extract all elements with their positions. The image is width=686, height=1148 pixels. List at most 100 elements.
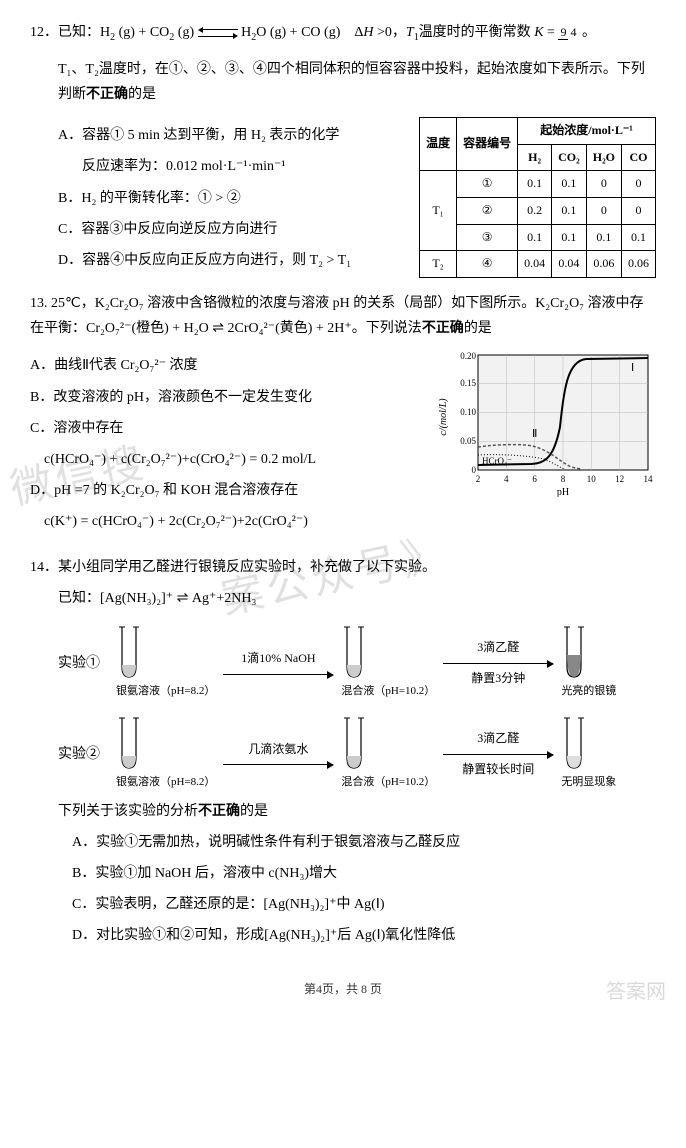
q13-optC: C．溶液中存在	[30, 416, 426, 441]
q12-header: 12．已知：H2 (g) + CO2 (g) H2O (g) + CO (g) …	[30, 20, 656, 47]
q14: 14．某小组同学用乙醛进行银镜反应实验时，补充做了以下实验。 已知：[Ag(NH…	[30, 555, 656, 949]
t: >0，	[373, 25, 405, 40]
q13-optD: D．pH =7 的 K₂Cr₂O₇ 和 KOH 混合溶液存在	[30, 478, 426, 503]
svg-text:0.05: 0.05	[460, 436, 476, 446]
td: 0.1	[622, 224, 656, 251]
t: 静置较长时间	[443, 759, 553, 781]
exp2-label: 实验②	[58, 742, 100, 767]
q12-table: 温度 容器编号 起始浓度/mol·L⁻¹ H₂ CO₂ H₂O CO T₁ ① …	[419, 117, 656, 278]
arrow-1: 1滴10% NaOH	[223, 648, 333, 679]
td: 0.06	[622, 251, 656, 278]
exp2-row: 实验② 银氨溶液（pH=8.2） 几滴浓氨水 混合液（pH=10.2） 3滴乙醛…	[58, 716, 656, 793]
td: ③	[457, 224, 518, 251]
tube-label: 无明显现象	[561, 773, 616, 793]
q12-optC: C．容器③中反应向逆反应方向进行	[58, 217, 409, 242]
svg-text:4: 4	[504, 474, 509, 484]
den: 4	[568, 25, 578, 39]
th-temp: 温度	[420, 118, 457, 171]
t: 已知：H	[58, 25, 110, 40]
td: 0.04	[552, 251, 587, 278]
q14-optB: B．实验①加 NaOH 后，溶液中 c(NH₃)增大	[72, 861, 656, 886]
tube-label: 银氨溶液（pH=8.2）	[116, 682, 215, 702]
th: CO	[622, 144, 656, 171]
arrow-2: 3滴乙醛 静置3分钟	[443, 637, 553, 689]
q14-optD: D．对比实验①和②可知，形成[Ag(NH₃)₂]⁺后 Ag(Ⅰ)氧化性降低	[72, 923, 656, 948]
arrow-3: 几滴浓氨水	[223, 739, 333, 770]
label-I: Ⅰ	[631, 362, 634, 374]
q12-text: T₁、T₂温度时，在①、②、③、④四个相同体积的恒容容器中投料，起始浓度如下表所…	[58, 57, 656, 107]
th: CO₂	[552, 144, 587, 171]
td: 0.06	[586, 251, 621, 278]
td: ②	[457, 197, 518, 224]
td: T₁	[420, 171, 457, 251]
svg-text:8: 8	[561, 474, 566, 484]
td: ①	[457, 171, 518, 198]
page-footer: 第4页，共 8 页	[30, 979, 656, 1001]
t: 的是	[128, 87, 156, 102]
t: 的是	[464, 321, 492, 336]
q13-chart: Ⅰ Ⅱ HCrO₄⁻ 00.050.100.150.20 2468101214 …	[436, 347, 656, 497]
tube-label: 银氨溶液（pH=8.2）	[116, 773, 215, 793]
t: 静置3分钟	[443, 668, 553, 690]
t: 3滴乙醛	[443, 637, 553, 659]
svg-text:14: 14	[644, 474, 654, 484]
tube-3b: 无明显现象	[561, 716, 616, 793]
td: 0.1	[552, 171, 587, 198]
tube-label: 混合液（pH=10.2）	[341, 773, 435, 793]
exp1-row: 实验① 银氨溶液（pH=8.2） 1滴10% NaOH 混合液（pH=10.2）…	[58, 625, 656, 702]
t: (g) + CO	[115, 25, 169, 40]
td: T₂	[420, 251, 457, 278]
q13-optB: B．改变溶液的 pH，溶液颜色不一定发生变化	[30, 385, 426, 410]
th-conc: 起始浓度/mol·L⁻¹	[518, 118, 656, 145]
th: H₂	[518, 144, 552, 171]
t: 不正确	[86, 87, 128, 102]
svg-text:12: 12	[615, 474, 624, 484]
tube-label: 光亮的银镜	[561, 682, 616, 702]
q14-optC: C．实验表明，乙醛还原的是：[Ag(NH₃)₂]⁺中 Ag(Ⅰ)	[72, 892, 656, 917]
tube-3: 光亮的银镜	[561, 625, 616, 702]
tube-1b: 银氨溶液（pH=8.2）	[116, 716, 215, 793]
q13-header: 13. 25℃，K₂Cr₂O₇ 溶液中含铬微粒的浓度与溶液 pH 的关系（局部）…	[30, 291, 656, 341]
arrow-4: 3滴乙醛 静置较长时间	[443, 728, 553, 780]
q14-known: 已知：[Ag(NH₃)₂]⁺ ⇌ Ag⁺+2NH₃	[58, 586, 656, 611]
q13-optA: A．曲线Ⅱ代表 Cr₂O₇²⁻ 浓度	[30, 353, 426, 378]
th: H₂O	[586, 144, 621, 171]
q12-optB: B．H₂ 的平衡转化率：① > ②	[58, 186, 409, 211]
q14-optA: A．实验①无需加热，说明碱性条件有利于银氨溶液与乙醛反应	[72, 830, 656, 855]
t: H	[238, 25, 252, 40]
q13: 13. 25℃，K₂Cr₂O₇ 溶液中含铬微粒的浓度与溶液 pH 的关系（局部）…	[30, 291, 656, 541]
td: 0	[622, 197, 656, 224]
td: 0.1	[552, 224, 587, 251]
td: 0.1	[518, 224, 552, 251]
td: ④	[457, 251, 518, 278]
svg-text:0.15: 0.15	[460, 378, 476, 388]
t: 3滴乙醛	[443, 728, 553, 750]
xlabel: pH	[557, 487, 569, 497]
svg-text:2: 2	[476, 474, 481, 484]
svg-text:0.10: 0.10	[460, 407, 476, 417]
t: =	[544, 25, 559, 40]
t: 不正确	[422, 321, 464, 336]
td: 0.1	[586, 224, 621, 251]
t: 温度时的平衡常数	[419, 25, 535, 40]
label-II: Ⅱ	[532, 428, 537, 440]
t: 13. 25℃，K₂Cr₂O₇ 溶液中含铬微粒的浓度与溶液 pH 的关系（局部）…	[30, 296, 644, 336]
tube-label: 混合液（pH=10.2）	[341, 682, 435, 702]
t: 。	[578, 25, 596, 40]
q14-header: 14．某小组同学用乙醛进行银镜反应实验时，补充做了以下实验。	[30, 555, 656, 580]
q12-options: A．容器① 5 min 达到平衡，用 H₂ 表示的化学 反应速率为：0.012 …	[30, 117, 409, 279]
q14-analysis: 下列关于该实验的分析不正确的是	[58, 799, 656, 824]
num: 9	[558, 25, 568, 40]
q12-optA-2: 反应速率为：0.012 mol·L⁻¹·min⁻¹	[82, 154, 409, 179]
exp1-label: 实验①	[58, 651, 100, 676]
q13-options: A．曲线Ⅱ代表 Cr₂O₇²⁻ 浓度 B．改变溶液的 pH，溶液颜色不一定发生变…	[30, 347, 426, 540]
label-hcro4: HCrO₄⁻	[482, 456, 512, 466]
td: 0	[622, 171, 656, 198]
q12-optA-1: A．容器① 5 min 达到平衡，用 H₂ 表示的化学	[58, 123, 409, 148]
td: 0	[586, 171, 621, 198]
td: 0.1	[552, 197, 587, 224]
footer-logo: 答案网	[606, 974, 666, 1010]
td: 0.1	[518, 171, 552, 198]
t: (g)	[174, 25, 197, 40]
th-num: 容器编号	[457, 118, 518, 171]
